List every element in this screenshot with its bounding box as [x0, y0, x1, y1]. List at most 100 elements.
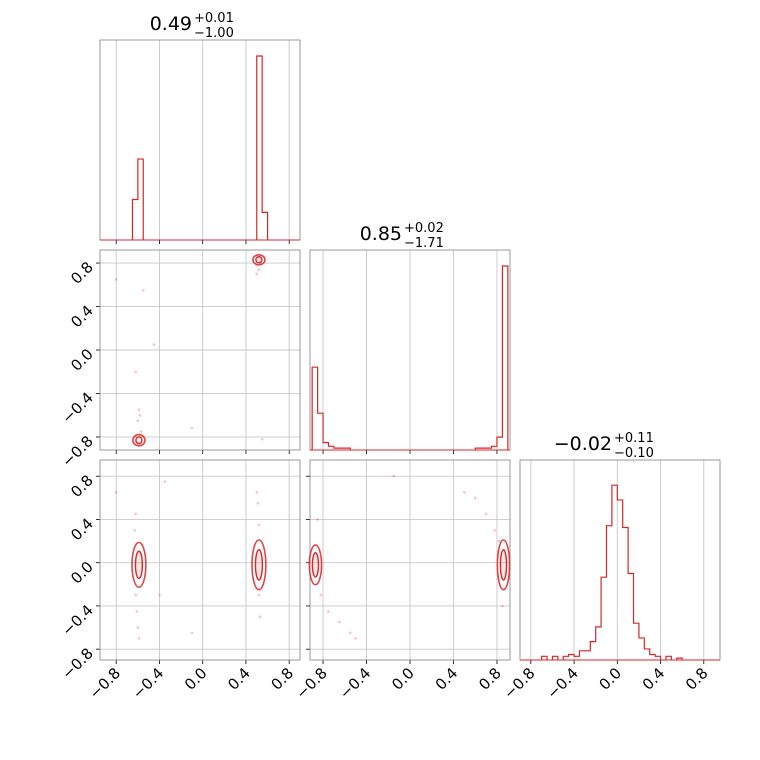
panel-1-3-y-tick-label: 0.0: [67, 558, 97, 588]
histogram-panel-2: 0.85 +0.02−1.71: [309, 221, 511, 454]
title-median: 0.85: [360, 223, 402, 245]
panel-frame: [99, 459, 301, 661]
sample-point: [114, 491, 118, 494]
sample-point: [136, 419, 140, 423]
sample-point: [257, 523, 261, 527]
panel-2-3-x-tick-label: −0.8: [292, 664, 330, 702]
panel-1-3-x-tick-label: 0.0: [181, 664, 211, 694]
panel-1-3-y-tick-label: −0.8: [58, 644, 96, 682]
panel-1-3-y-tick-label: −0.4: [58, 601, 96, 639]
sample-point: [152, 343, 156, 346]
panel-frame: [99, 39, 301, 241]
title-upper-error: +0.11: [614, 431, 654, 446]
sample-point: [136, 626, 140, 629]
density-contour-inner: [311, 552, 320, 578]
title-lower-error: −1.71: [404, 236, 444, 251]
sample-point: [256, 501, 260, 505]
density-contour-inner: [254, 549, 264, 581]
hist-3-x-tick-label: −0.8: [500, 664, 538, 702]
histogram-panel-3: −0.8 −0.4 0.0 0.4 0.8 −0.02 +0.11−0.10: [500, 431, 721, 703]
sample-point: [316, 518, 320, 521]
sample-point: [500, 604, 504, 608]
param-title-2: 0.85 +0.02−1.71: [360, 221, 444, 251]
sample-point: [462, 491, 466, 494]
sample-point: [493, 528, 497, 532]
sample-point: [473, 496, 477, 500]
panel-1-2-y-tick-label: 0.8: [67, 258, 97, 288]
panel-1-2-y-tick-label: −0.8: [58, 432, 96, 470]
panel-frame: [519, 459, 721, 661]
sample-point: [139, 430, 143, 433]
sample-point: [138, 413, 142, 417]
panel-frame: [99, 249, 301, 451]
panel-1-2-y-tick-label: −0.4: [58, 389, 96, 427]
sample-point: [392, 474, 396, 478]
sample-point: [135, 609, 139, 613]
panel-1-3-y-tick-label: 0.8: [67, 471, 97, 501]
panel-1-3-x-tick-label: 0.4: [224, 664, 254, 694]
sample-point: [258, 615, 262, 619]
hist-3-x-tick-label: 0.8: [682, 664, 712, 694]
sample-point: [190, 426, 194, 430]
sample-point: [133, 528, 136, 532]
scatter-panel-1-2: −0.8 −0.4 0.0 0.4 0.8: [58, 249, 301, 471]
sample-point: [319, 593, 323, 597]
title-upper-error: +0.01: [194, 11, 234, 26]
density-contour-inner: [255, 256, 263, 264]
sample-point: [141, 288, 145, 292]
sample-point: [337, 620, 341, 624]
title-median: −0.02: [554, 433, 612, 455]
sample-point: [137, 636, 141, 640]
panel-2-3-x-tick-label: 0.4: [432, 664, 462, 694]
density-contour-outer: [132, 433, 146, 447]
density-contour-outer: [251, 539, 267, 591]
title-upper-error: +0.02: [404, 221, 444, 236]
panel-1-3-x-tick-label: −0.8: [86, 664, 124, 702]
histogram-panel-1: 0.49 +0.01−1.00: [99, 11, 301, 244]
density-contour-inner: [135, 436, 143, 445]
title-lower-error: −0.10: [614, 446, 654, 461]
sample-point: [134, 593, 138, 597]
histogram-step-line: [541, 484, 683, 660]
sample-point: [354, 636, 358, 640]
scatter-panel-1-3: −0.8 −0.4 0.0 0.4 0.8−0.8−0.40.00.40.8: [58, 459, 301, 703]
panel-2-3-x-tick-label: 0.0: [388, 664, 418, 694]
sample-point: [134, 512, 138, 516]
panel-1-3-x-tick-label: −0.4: [129, 664, 167, 702]
histogram-step-line: [131, 55, 269, 240]
panel-1-2-y-tick-label: 0.4: [67, 302, 97, 332]
sample-point: [327, 609, 330, 613]
density-contour-outer: [308, 544, 323, 586]
sample-point: [348, 631, 352, 635]
density-contour-inner: [134, 550, 144, 580]
sample-point: [257, 593, 261, 597]
scatter-panel-2-3: −0.8 −0.4 0.0 0.4 0.8: [292, 459, 511, 703]
sample-point: [163, 480, 167, 484]
sample-point: [137, 408, 141, 412]
panel-2-3-x-tick-label: −0.4: [336, 664, 374, 702]
density-contour-outer: [496, 539, 511, 591]
density-contour-outer: [252, 253, 266, 266]
sample-point: [255, 272, 259, 276]
density-contour-outer: [131, 541, 147, 589]
param-title-1: 0.49 +0.01−1.00: [150, 11, 234, 41]
sample-point: [134, 370, 138, 374]
sample-point: [114, 277, 118, 281]
histogram-step-line: [311, 265, 509, 450]
sample-point: [497, 539, 501, 543]
hist-3-x-tick-label: 0.0: [596, 664, 626, 694]
density-contour-inner: [499, 549, 508, 581]
panel-1-3-y-tick-label: 0.4: [67, 515, 97, 545]
hist-3-x-tick-label: 0.4: [639, 664, 669, 694]
sample-point: [255, 491, 259, 494]
sample-point: [484, 512, 488, 516]
param-title-3: −0.02 +0.11−0.10: [554, 431, 654, 461]
panel-1-2-y-tick-label: 0.0: [67, 345, 97, 375]
sample-point: [260, 437, 264, 441]
title-median: 0.49: [150, 13, 192, 35]
sample-point: [190, 631, 194, 635]
sample-point: [158, 593, 161, 597]
title-lower-error: −1.00: [194, 26, 234, 41]
sample-point: [257, 268, 261, 271]
